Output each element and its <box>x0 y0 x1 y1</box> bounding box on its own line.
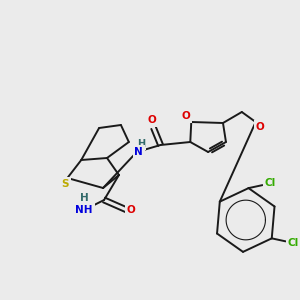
Text: H: H <box>80 193 88 203</box>
Text: O: O <box>182 111 191 121</box>
Text: O: O <box>126 205 135 215</box>
Text: N: N <box>77 203 85 213</box>
Text: H: H <box>137 139 145 149</box>
Text: Cl: Cl <box>288 238 299 248</box>
Text: O: O <box>147 115 156 125</box>
Text: O: O <box>255 122 264 132</box>
Text: NH: NH <box>76 205 93 215</box>
Text: N: N <box>134 147 143 157</box>
Text: S: S <box>62 179 69 189</box>
Text: Cl: Cl <box>265 178 276 188</box>
Text: H: H <box>77 195 85 205</box>
